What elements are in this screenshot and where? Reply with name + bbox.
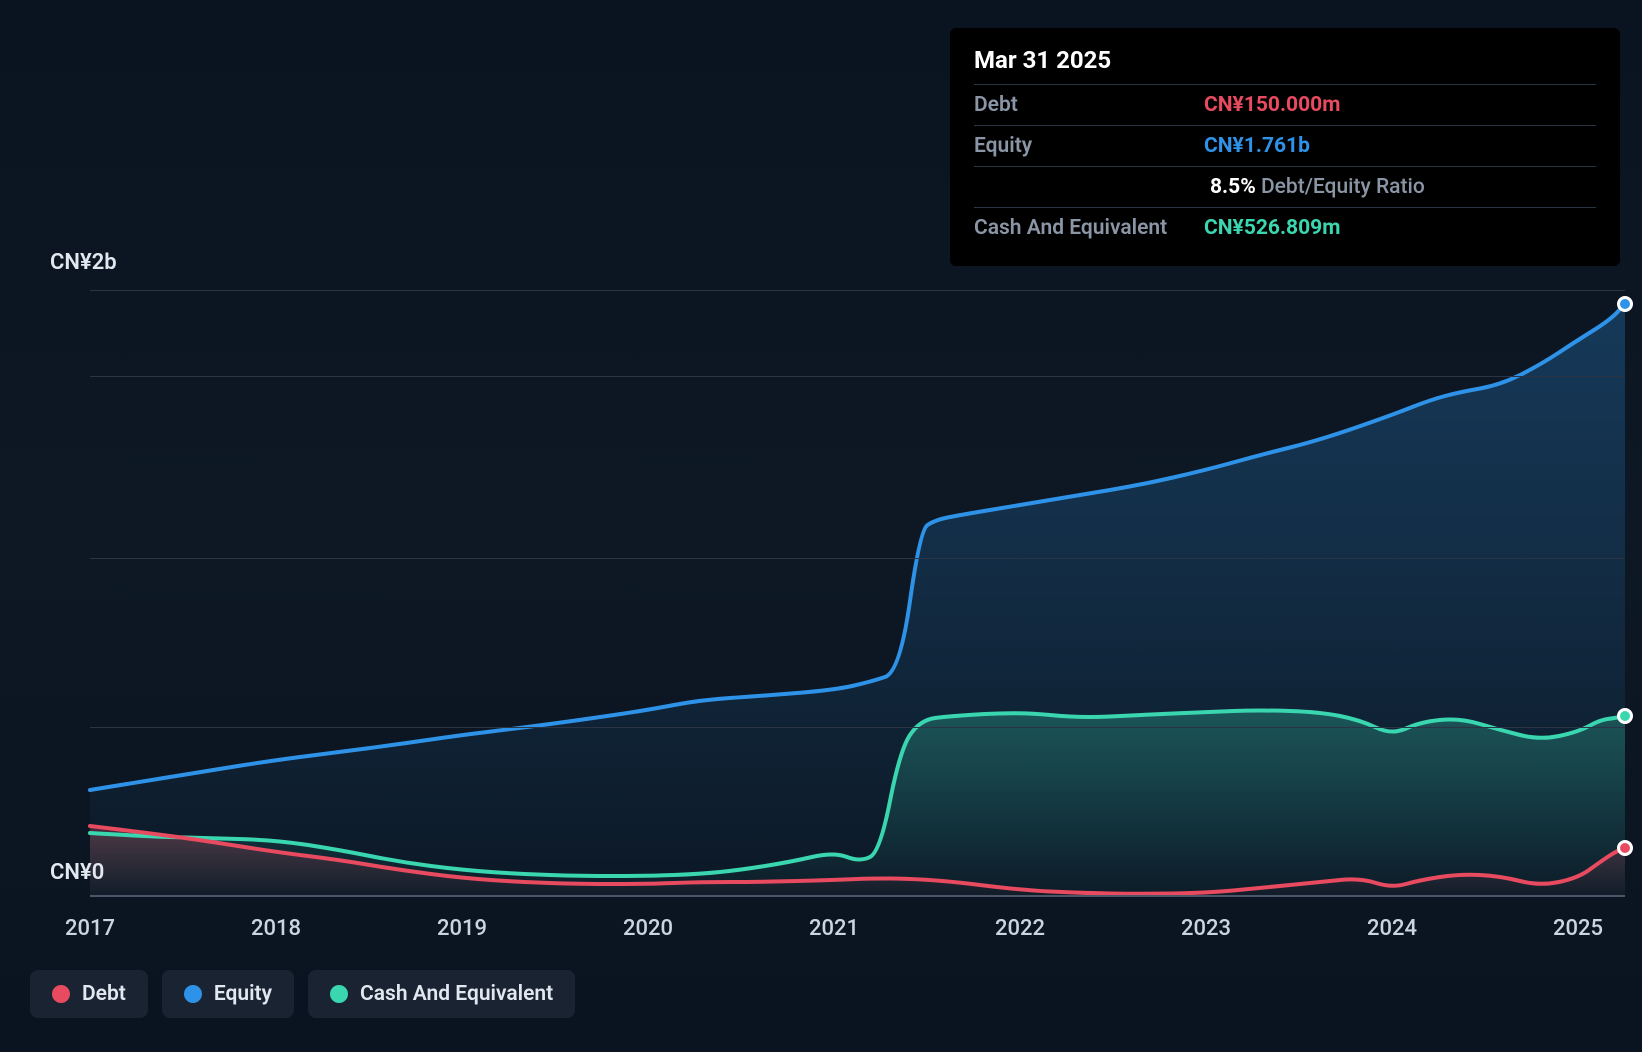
x-axis-tick-label: 2022 [995,916,1045,941]
gridline [90,558,1625,559]
legend-dot-icon [330,985,348,1003]
gridline [90,727,1625,728]
legend-label: Debt [82,982,126,1006]
series-endpoint-dot [1617,708,1633,724]
series-line-debt [90,826,1625,894]
series-area-equity [90,304,1625,895]
x-axis-tick-label: 2024 [1367,916,1417,941]
x-axis-tick-label: 2023 [1181,916,1231,941]
tooltip-row-debt: DebtCN¥150.000m [974,84,1596,125]
tooltip-date: Mar 31 2025 [974,46,1596,74]
legend-item-debt[interactable]: Debt [30,970,148,1018]
series-endpoint-dot [1617,296,1633,312]
tooltip-row-value: CN¥526.809m [1204,216,1340,240]
tooltip-row-value: CN¥1.761b [1204,134,1310,158]
tooltip-row-label: Debt [974,93,1204,117]
tooltip-row-extra: 8.5% Debt/Equity Ratio [1210,175,1425,199]
series-line-cash [90,711,1625,877]
y-axis-tick-label: CN¥0 [50,860,104,885]
legend-item-cash[interactable]: Cash And Equivalent [308,970,575,1018]
x-axis-tick-label: 2018 [251,916,301,941]
chart-tooltip: Mar 31 2025 DebtCN¥150.000mEquityCN¥1.76… [950,28,1620,266]
series-area-debt [90,826,1625,895]
chart-legend: Debt Equity Cash And Equivalent [30,970,575,1018]
tooltip-row-label: Cash And Equivalent [974,216,1204,240]
y-axis-tick-label: CN¥2b [50,250,117,275]
legend-dot-icon [184,985,202,1003]
tooltip-row-equity: EquityCN¥1.761b [974,125,1596,166]
legend-label: Equity [214,982,272,1006]
x-axis-tick-label: 2019 [437,916,487,941]
tooltip-row-cash: Cash And EquivalentCN¥526.809m [974,207,1596,248]
gridline [90,290,1625,291]
legend-dot-icon [52,985,70,1003]
tooltip-row-equity-extra: 8.5% Debt/Equity Ratio [974,166,1596,207]
series-endpoint-dot [1617,840,1633,856]
gridline [90,895,1625,897]
legend-label: Cash And Equivalent [360,982,553,1006]
x-axis-tick-label: 2021 [809,916,859,941]
tooltip-row-value: CN¥150.000m [1204,93,1340,117]
legend-item-equity[interactable]: Equity [162,970,294,1018]
tooltip-row-label: Equity [974,134,1204,158]
gridline [90,376,1625,377]
series-area-cash [90,711,1625,896]
x-axis-tick-label: 2017 [65,916,115,941]
x-axis-tick-label: 2025 [1553,916,1603,941]
debt-equity-chart: CN¥0 CN¥2b 2017 2018 2019 2020 2021 2022 2023 20… [0,0,1642,1052]
x-axis-tick-label: 2020 [623,916,673,941]
